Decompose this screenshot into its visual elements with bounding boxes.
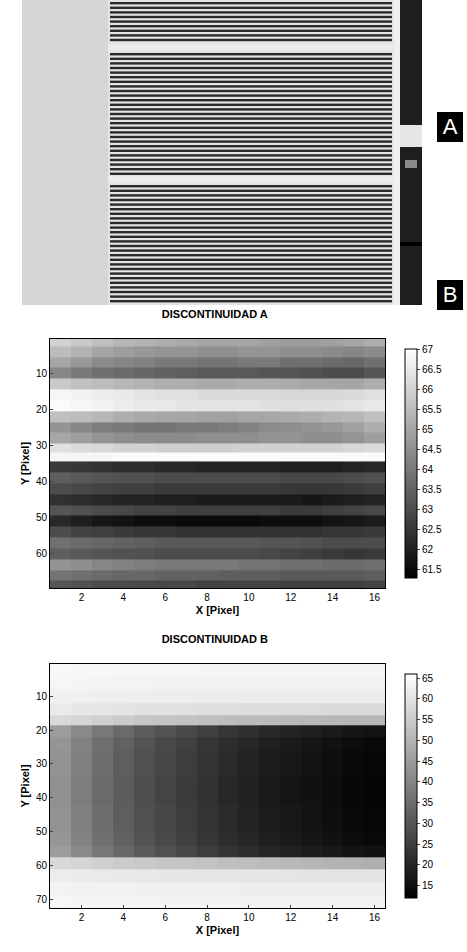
svg-text:35: 35 [422,797,434,808]
svg-text:4: 4 [120,592,126,603]
svg-text:DISCONTINUIDAD B: DISCONTINUIDAD B [162,633,268,645]
svg-text:64: 64 [422,464,434,475]
svg-text:67: 67 [422,344,434,355]
svg-text:60: 60 [36,548,48,559]
svg-text:30: 30 [36,758,48,769]
svg-text:4: 4 [120,912,126,923]
svg-text:Y [Pixel]: Y [Pixel] [19,442,31,486]
svg-text:66: 66 [422,384,434,395]
svg-text:64.5: 64.5 [422,444,442,455]
svg-text:50: 50 [36,512,48,523]
svg-text:X [Pixel]: X [Pixel] [196,604,240,616]
svg-text:10: 10 [243,592,255,603]
svg-text:14: 14 [327,592,339,603]
svg-text:14: 14 [327,912,339,923]
svg-text:Y [Pixel]: Y [Pixel] [19,764,31,808]
svg-text:65: 65 [422,424,434,435]
svg-text:20: 20 [36,725,48,736]
svg-text:10: 10 [36,368,48,379]
svg-text:50: 50 [36,826,48,837]
svg-text:30: 30 [422,818,434,829]
svg-text:30: 30 [36,440,48,451]
svg-text:63.5: 63.5 [422,484,442,495]
svg-text:8: 8 [204,592,210,603]
svg-text:65.5: 65.5 [422,404,442,415]
svg-text:40: 40 [422,776,434,787]
svg-text:55: 55 [422,714,434,725]
svg-text:10: 10 [243,912,255,923]
svg-text:20: 20 [36,404,48,415]
svg-text:2: 2 [79,592,85,603]
svg-text:12: 12 [285,912,297,923]
svg-text:DISCONTINUIDAD A: DISCONTINUIDAD A [162,308,268,320]
svg-text:16: 16 [369,912,381,923]
svg-text:60: 60 [36,860,48,871]
html-text:A: A [442,114,458,139]
svg-text:45: 45 [422,756,434,767]
svg-text:8: 8 [204,912,210,923]
svg-text:66.5: 66.5 [422,364,442,375]
svg-text:40: 40 [36,476,48,487]
svg-text:20: 20 [422,859,434,870]
svg-text:62.5: 62.5 [422,524,442,535]
html-text:B: B [442,282,458,307]
svg-text:X [Pixel]: X [Pixel] [196,924,240,936]
svg-text:12: 12 [285,592,297,603]
svg-text:40: 40 [36,792,48,803]
svg-text:10: 10 [36,691,48,702]
svg-text:16: 16 [369,592,381,603]
svg-text:70: 70 [36,894,48,905]
svg-text:6: 6 [162,912,168,923]
svg-text:63: 63 [422,504,434,515]
svg-text:15: 15 [422,880,434,891]
svg-text:65: 65 [422,673,434,684]
svg-text:2: 2 [79,912,85,923]
svg-text:25: 25 [422,839,434,850]
svg-text:61.5: 61.5 [422,564,442,575]
svg-text:6: 6 [162,592,168,603]
svg-text:62: 62 [422,544,434,555]
svg-text:60: 60 [422,693,434,704]
svg-text:50: 50 [422,735,434,746]
